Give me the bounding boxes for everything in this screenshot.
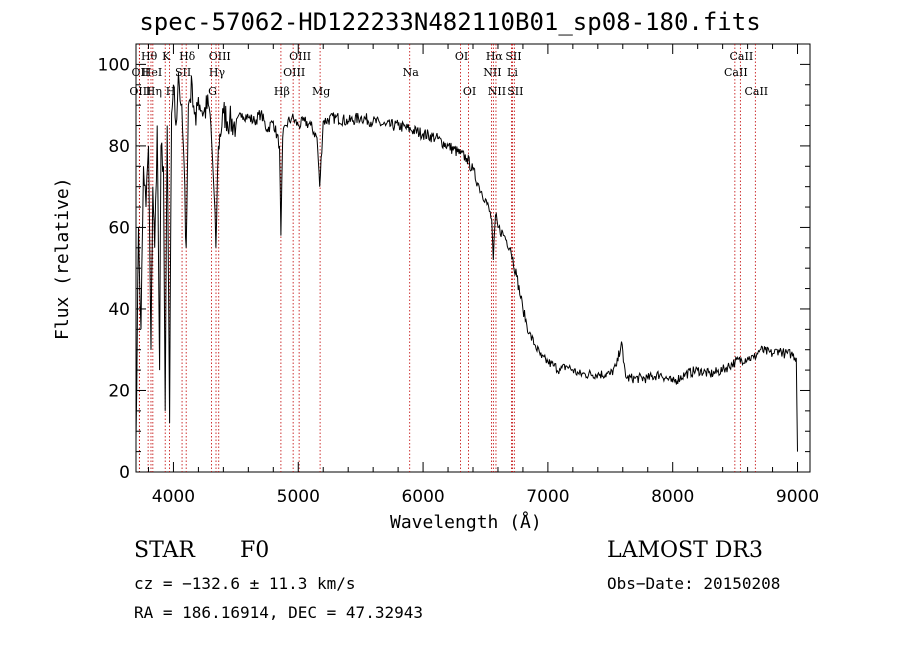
line-label: Hα: [486, 50, 504, 63]
line-label: SII: [505, 50, 521, 63]
x-tick-label: 8000: [651, 487, 694, 507]
chart-title: spec-57062-HD122233N482110B01_sp08-180.f…: [139, 8, 761, 36]
x-tick-label: 6000: [401, 487, 444, 507]
line-label: SII: [507, 85, 523, 98]
line-label: Hδ: [179, 50, 196, 63]
line-label: CaII: [730, 50, 754, 63]
object-subclass: F0: [240, 538, 270, 563]
line-label: OI: [455, 50, 468, 63]
line-label: OI: [463, 85, 476, 98]
line-label: SII: [175, 66, 191, 79]
redshift-cz: cz = −132.6 ± 11.3 km/s: [134, 574, 356, 593]
y-axis-label: Flux (relative): [52, 177, 73, 340]
y-tick-label: 60: [108, 218, 130, 238]
line-label: H: [166, 85, 176, 98]
plot-frame: [135, 43, 811, 473]
line-label: Li: [507, 66, 518, 79]
line-label: K: [162, 50, 171, 63]
line-label: OIII: [289, 50, 311, 63]
line-label: CaII: [724, 66, 748, 79]
y-tick-label: 100: [98, 55, 130, 75]
x-axis-label: Wavelength (Å): [390, 512, 542, 533]
line-label: HeI: [142, 66, 162, 79]
x-tick-label: 7000: [526, 487, 569, 507]
x-tick-label: 5000: [277, 487, 320, 507]
line-label: OIII: [129, 85, 151, 98]
line-label: OIII: [209, 50, 231, 63]
observation-date: Obs−Date: 20150208: [607, 574, 781, 593]
line-label: Hβ: [274, 85, 290, 98]
line-label: OII: [132, 66, 150, 79]
line-label: NII: [488, 85, 506, 98]
x-tick-label: 4000: [152, 487, 195, 507]
survey-name: LAMOST DR3: [607, 538, 763, 563]
coordinates: RA = 186.16914, DEC = 47.32943: [134, 603, 423, 622]
x-tick-label: 9000: [776, 487, 819, 507]
y-tick-label: 20: [108, 381, 130, 401]
line-label: Mg: [312, 85, 330, 98]
spectrum-line: [135, 72, 798, 452]
y-tick-label: 40: [108, 300, 130, 320]
y-tick-label: 0: [119, 463, 130, 483]
line-label: Hγ: [209, 66, 226, 79]
y-tick-label: 80: [108, 137, 130, 157]
line-label: NII: [483, 66, 501, 79]
object-class: STAR: [134, 538, 195, 563]
line-label: Na: [403, 66, 420, 79]
line-label: G: [208, 85, 217, 98]
line-label: OIII: [283, 66, 305, 79]
line-label: CaII: [744, 85, 768, 98]
line-label: Hη: [146, 85, 162, 98]
line-label: Hθ: [141, 50, 158, 63]
